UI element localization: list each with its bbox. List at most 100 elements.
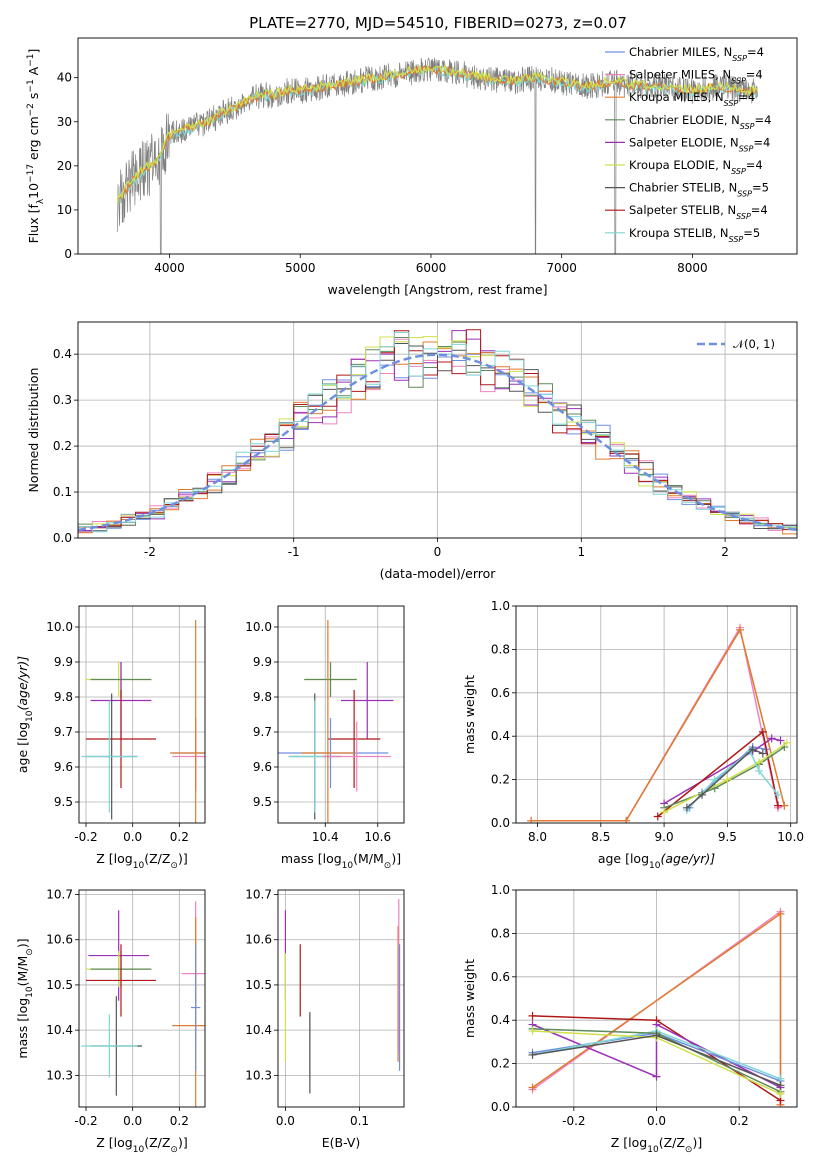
weight-marker: [698, 790, 707, 799]
plot-area-weight_vs_Z: [528, 907, 785, 1107]
x-axis-label: wavelength [Angstrom, rest frame]: [327, 282, 547, 297]
axes-weight_vs_age: 8.0 8.5 9.0 9.5 10.0 0.0 0.2 0.4 0.6 0.8 1.0 age [l…: [462, 599, 804, 871]
y-tick-label: 0.6: [491, 686, 510, 700]
residual-histogram: [78, 332, 797, 534]
legend-entry: Chabrier STELIB, NSSP=5: [629, 181, 769, 199]
weight-marker: [653, 812, 662, 821]
y-tick-label: 0.2: [491, 773, 510, 787]
weight-line: [532, 1023, 781, 1089]
plot-layer: 4000 5000 6000 7000 8000010203040wavelength …: [15, 37, 804, 1155]
y-axis-label: mass weight: [462, 959, 477, 1038]
y-tick-label: 0: [64, 247, 72, 261]
weight-marker: [755, 766, 764, 775]
model-spectrum: [116, 67, 758, 205]
y-tick-label: 10.5: [245, 978, 272, 992]
plot-area-mass_vs_Z: [81, 901, 205, 1107]
y-tick-label: 10.3: [245, 1068, 272, 1082]
x-tick-label: 5000: [285, 261, 316, 275]
x-axis-label: E(B-V): [322, 1135, 361, 1150]
plot-area-spectrum: [116, 57, 759, 254]
y-tick-label: 10.3: [46, 1068, 73, 1082]
plot-area-mass_vs_EBV: [284, 899, 401, 1094]
y-tick-label: 1.0: [491, 599, 510, 613]
weight-marker: [652, 1031, 661, 1040]
x-tick-label: 0.1: [350, 1114, 369, 1128]
y-axis-label: Normed distribution: [26, 368, 41, 493]
y-tick-label: 9.5: [54, 795, 73, 809]
weight-marker: [755, 758, 764, 767]
figure-title: PLATE=2770, MJD=54510, FIBERID=0273, z=0…: [249, 14, 627, 32]
y-tick-label: 30: [57, 115, 72, 129]
weight-marker: [782, 738, 791, 747]
x-tick-label: 9.0: [655, 830, 674, 844]
axes-frame: [78, 605, 206, 824]
y-tick-label: 0.1: [53, 485, 72, 499]
axes-frame: [515, 605, 798, 824]
x-tick-label: 0.2: [170, 830, 189, 844]
gaussian-curve: [78, 353, 797, 532]
weight-marker: [682, 803, 691, 812]
y-tick-label: 9.8: [54, 690, 73, 704]
y-tick-label: 10.7: [46, 888, 73, 902]
axes-frame: [277, 889, 405, 1108]
grid-age_vs_mass: [278, 606, 404, 823]
legend-entry: Salpeter MILES, NSSP=4: [629, 68, 763, 86]
plot-area-age_vs_Z: [81, 620, 205, 823]
x-tick-label: -0.2: [74, 830, 97, 844]
weight-marker: [528, 1083, 537, 1092]
legend-entry: Salpeter ELODIE, NSSP=4: [629, 135, 770, 153]
y-tick-label: 10.6: [46, 933, 73, 947]
y-axis-label: age [log10(age/yr)]: [15, 656, 35, 773]
x-tick-label: 8000: [677, 261, 708, 275]
weight-line: [686, 748, 764, 809]
x-tick-label: 4000: [154, 261, 185, 275]
y-axis-label: mass weight: [462, 675, 477, 754]
y-tick-label: 9.8: [253, 690, 272, 704]
weight-marker: [736, 625, 745, 634]
axes-frame: [515, 889, 798, 1108]
y-tick-label: 9.6: [253, 760, 272, 774]
y-tick-label: 0.4: [53, 347, 72, 361]
weight-line: [663, 737, 781, 805]
y-tick-label: 0.4: [491, 729, 510, 743]
weight-marker: [758, 749, 767, 758]
axes-frame: [77, 321, 798, 539]
axes-mass_vs_Z: -0.2 0.0 0.2 10.3 10.4 10.5 10.6 10.7 Z [log10(Z…: [15, 888, 206, 1155]
legend-entry: Salpeter STELIB, NSSP=4: [629, 203, 768, 221]
weight-marker: [723, 775, 732, 784]
x-tick-label: 7000: [546, 261, 577, 275]
y-tick-label: 9.9: [54, 655, 73, 669]
x-tick-label: 10.6: [364, 830, 391, 844]
weight-marker: [710, 775, 719, 784]
y-tick-label: 0.2: [491, 1057, 510, 1071]
axes-frame: [277, 605, 405, 824]
x-tick-label: -0.2: [74, 1114, 97, 1128]
y-tick-label: 10.0: [46, 620, 73, 634]
x-axis-label: age [log10(age/yr)]: [598, 851, 715, 871]
y-tick-label: 20: [57, 159, 72, 173]
y-tick-label: 0.6: [491, 970, 510, 984]
axes-frame: [77, 37, 798, 255]
x-tick-label: -2: [144, 545, 156, 559]
y-tick-label: 10: [57, 203, 72, 217]
y-axis-label: Flux [fλ10−17 erg cm−2 s−1 A−1]: [26, 49, 46, 244]
legend-entry: Chabrier MILES, NSSP=4: [629, 45, 764, 63]
legend-entry-gaussian: 𝒩(0, 1): [733, 337, 775, 351]
y-tick-label: 0.0: [491, 1100, 510, 1114]
spectrum-legend: Chabrier MILES, NSSP=4 Salpeter MILES, NS…: [605, 45, 771, 243]
y-tick-label: 10.0: [245, 620, 272, 634]
observed-spectrum: [116, 57, 759, 254]
model-spectrum: [116, 63, 758, 204]
axes-age_vs_Z: -0.2 0.0 0.2 9.5 9.6 9.7 9.8 9.9 10.0 Z [log10(Z/…: [15, 605, 206, 871]
y-tick-label: 0.0: [53, 531, 72, 545]
axes-weight_vs_Z: -0.2 0.0 0.2 0.0 0.2 0.4 0.6 0.8 1.0 Z [log10(Z/Z…: [462, 883, 798, 1155]
x-tick-label: -0.2: [562, 1114, 585, 1128]
x-tick-label: 0.0: [276, 1114, 295, 1128]
x-axis-label: Z [log10(Z/Z⊙)]: [611, 1135, 702, 1155]
weight-line: [531, 627, 786, 822]
axes-age_vs_mass: 10.4 10.6 9.5 9.6 9.7 9.8 9.9 10.0 mass [log10(M…: [245, 605, 405, 871]
x-tick-label: 10.4: [312, 830, 339, 844]
axes-spectrum: 4000 5000 6000 7000 8000 0 10 20 30 40 wavelength …: [26, 37, 798, 297]
weight-marker: [528, 1027, 537, 1036]
